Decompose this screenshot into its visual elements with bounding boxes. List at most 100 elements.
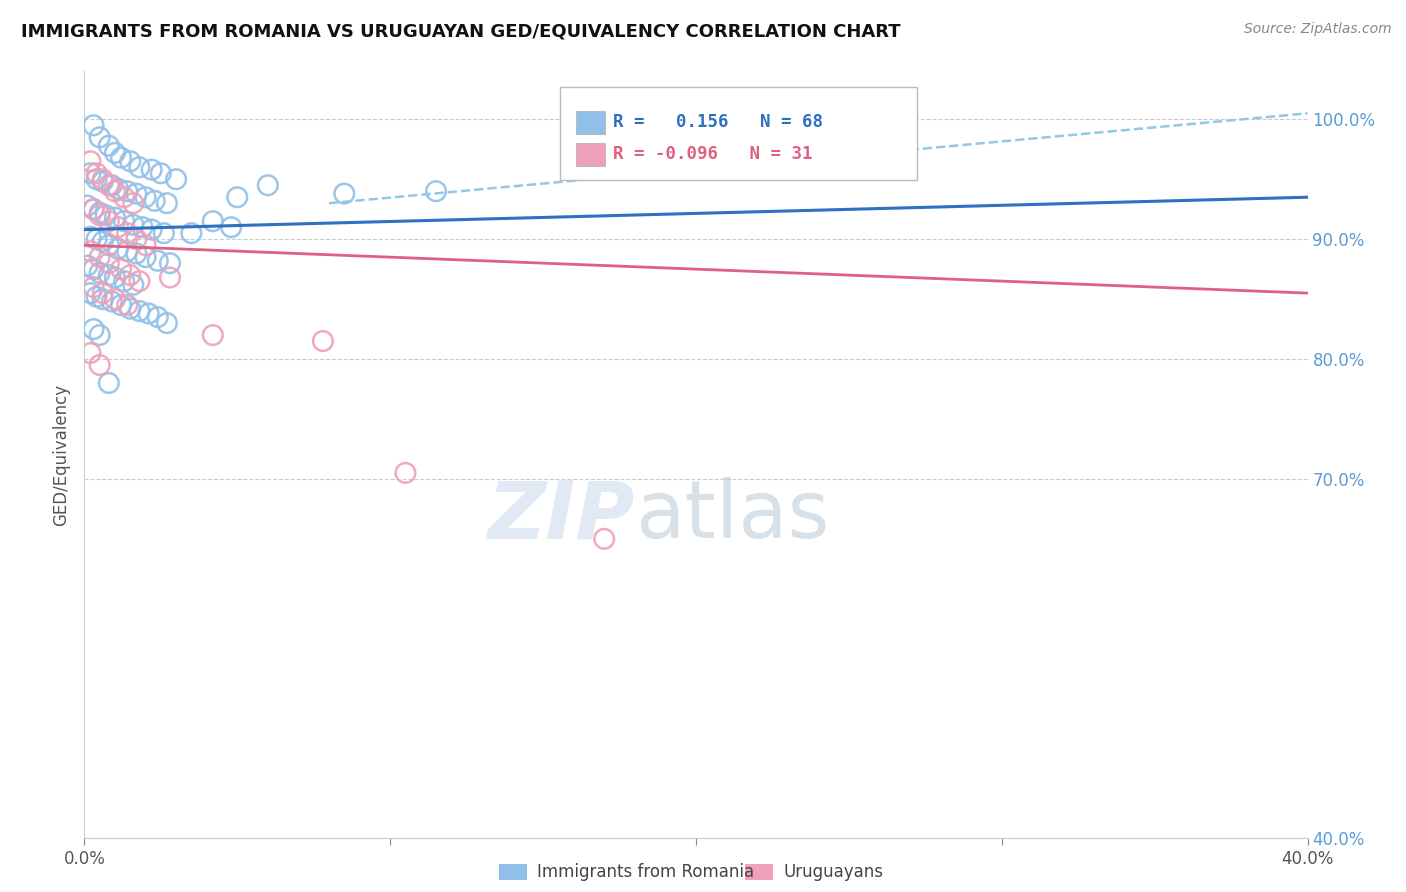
Point [89,130,111,145]
Text: IMMIGRANTS FROM ROMANIA VS URUGUAYAN GED/EQUIVALENCY CORRELATION CHART: IMMIGRANTS FROM ROMANIA VS URUGUAYAN GED… [21,22,901,40]
Point [86,172,108,186]
Point [112,190,135,204]
Point [138,306,160,320]
Point [394,466,416,480]
Point [125,232,148,246]
Point [104,292,127,306]
Point [159,270,181,285]
Point [219,220,242,235]
Text: atlas: atlas [636,477,830,556]
Point [333,186,356,201]
Point [120,301,142,316]
Point [149,166,172,180]
Point [165,172,187,186]
Point [83,118,105,132]
Y-axis label: GED/Equivalency: GED/Equivalency [52,384,70,526]
Point [257,178,280,193]
Point [76,199,98,213]
Point [91,172,114,186]
Point [122,218,145,232]
Point [97,376,120,390]
Point [104,270,127,285]
Text: Immigrants from Romania: Immigrants from Romania [537,863,754,881]
Point [97,138,120,153]
Point [425,184,447,198]
Point [110,262,132,277]
Point [128,274,150,288]
Point [83,322,105,336]
Point [94,208,117,222]
Point [201,328,224,343]
Point [79,286,101,301]
Point [146,253,169,268]
Point [79,229,101,244]
Point [146,310,169,324]
Point [97,214,120,228]
Point [83,280,105,294]
Text: R = -0.096   N = 31: R = -0.096 N = 31 [613,145,813,163]
Point [86,232,108,246]
Point [83,202,105,217]
Point [86,290,108,304]
Point [115,184,138,198]
Text: R =   0.156   N = 68: R = 0.156 N = 68 [613,113,823,131]
Point [83,262,105,277]
Point [112,274,135,288]
Point [79,166,101,180]
Point [104,184,127,198]
Point [89,250,111,264]
Point [89,206,111,220]
Point [143,194,166,208]
Point [107,242,129,256]
Point [97,178,120,193]
Point [312,334,335,348]
Point [89,266,111,280]
Point [89,328,111,343]
Point [135,238,157,252]
Point [115,226,138,240]
Text: ZIP: ZIP [488,477,636,556]
Point [104,145,127,160]
Point [156,316,179,330]
Point [91,292,114,306]
Point [120,154,142,169]
Point [97,256,120,270]
Point [122,277,145,292]
Point [89,208,111,222]
Point [115,244,138,259]
Point [128,304,150,318]
Point [112,214,135,228]
Text: Uruguayans: Uruguayans [783,863,883,881]
Point [86,166,108,180]
Point [101,178,124,193]
Point [135,190,157,204]
Point [226,190,249,204]
Point [141,222,163,236]
Point [128,161,150,175]
Point [91,175,114,189]
Point [91,286,114,301]
Point [79,346,101,360]
Point [125,186,148,201]
Point [91,235,114,249]
Point [107,220,129,235]
Text: Source: ZipAtlas.com: Source: ZipAtlas.com [1244,22,1392,37]
Point [120,268,142,282]
Point [180,226,202,240]
Point [83,202,105,217]
Point [79,244,101,259]
Point [89,358,111,372]
Point [135,250,157,264]
Point [115,298,138,312]
Point [97,268,120,282]
Point [97,238,120,252]
Point [593,532,616,546]
Point [122,196,145,211]
Point [131,220,153,235]
Point [153,226,176,240]
Point [107,182,129,196]
Point [101,294,124,309]
Point [159,256,181,270]
Point [156,196,179,211]
Point [104,211,127,225]
